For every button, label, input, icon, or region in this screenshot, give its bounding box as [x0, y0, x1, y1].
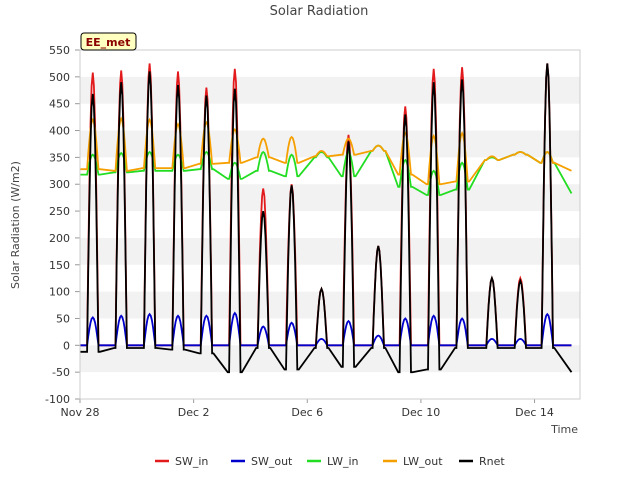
badge-label: EE_met — [86, 36, 131, 49]
x-tick-label: Dec 14 — [515, 406, 554, 419]
x-tick-label: Nov 28 — [61, 406, 100, 419]
legend-label: SW_out — [251, 455, 293, 468]
grid-band — [80, 130, 580, 158]
y-tick-label: 500 — [49, 71, 70, 84]
y-tick-label: 400 — [49, 125, 70, 138]
plot-background — [80, 76, 580, 373]
y-axis-ticks: -100 -50 0 50 100 150 200 250 300 350 400 450 500 550 — [45, 44, 80, 406]
station-badge: EE_met — [80, 32, 137, 51]
x-axis-title: Time — [550, 423, 578, 436]
y-axis-title: Solar Radiation (W/m2) — [9, 161, 22, 289]
legend-label: LW_in — [327, 455, 359, 468]
grid-band — [80, 76, 580, 104]
x-tick-label: Dec 2 — [178, 406, 210, 419]
y-tick-label: 550 — [49, 44, 70, 57]
legend-label: LW_out — [403, 455, 443, 468]
chart-title: Solar Radiation — [270, 4, 369, 19]
legend-label: Rnet — [479, 455, 505, 468]
series-lines — [80, 63, 573, 374]
y-tick-label: 350 — [49, 151, 70, 164]
legend-label: SW_in — [175, 455, 208, 468]
series-line-rnet — [80, 63, 573, 374]
series-line-lw-out — [80, 116, 572, 186]
y-tick-label: 450 — [49, 98, 70, 111]
grid-band — [80, 237, 580, 265]
y-tick-label: -50 — [52, 366, 70, 379]
plot-frame — [79, 49, 581, 400]
y-tick-label: 100 — [49, 286, 70, 299]
x-tick-label: Dec 10 — [402, 406, 441, 419]
legend: SW_in SW_out LW_in LW_out Rnet — [155, 455, 505, 468]
badge-box — [80, 32, 137, 51]
y-tick-label: 200 — [49, 232, 70, 245]
grid-band — [80, 184, 580, 212]
y-tick-label: 0 — [63, 339, 70, 352]
y-tick-label: 300 — [49, 178, 70, 191]
y-tick-label: 50 — [56, 312, 70, 325]
x-tick-label: Dec 6 — [291, 406, 323, 419]
y-tick-label: -100 — [45, 393, 70, 406]
y-tick-label: 250 — [49, 205, 70, 218]
y-tick-label: 150 — [49, 259, 70, 272]
x-axis-ticks: Nov 28 Dec 2 Dec 6 Dec 10 Dec 14 — [61, 399, 554, 419]
